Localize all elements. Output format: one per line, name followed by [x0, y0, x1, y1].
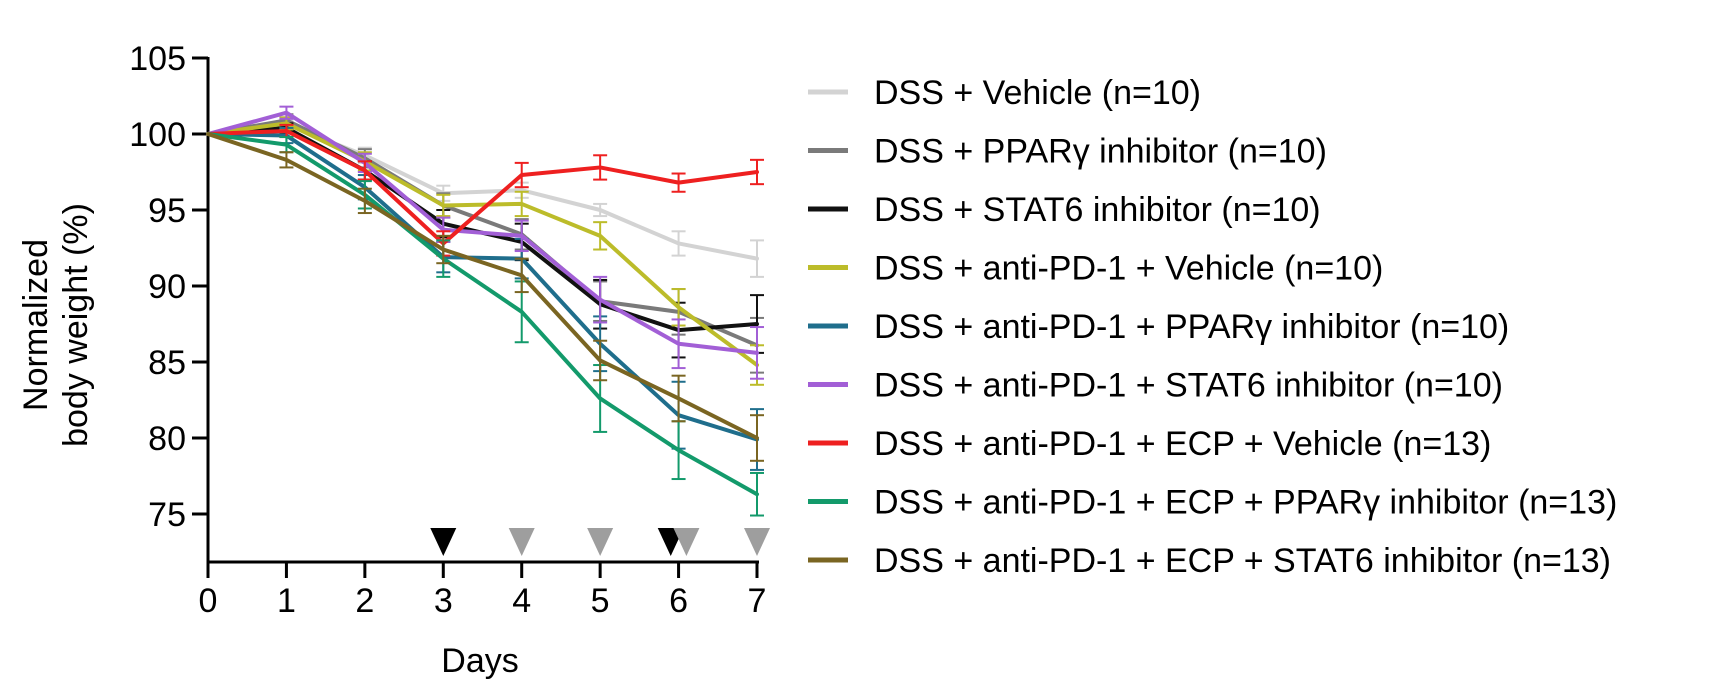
- dose-marker-triangle: [587, 528, 614, 556]
- plot-area: [206, 105, 764, 517]
- y-tick-label: 105: [129, 40, 186, 78]
- x-tick-label: 2: [355, 582, 374, 620]
- legend: DSS + Vehicle (n=10) DSS + PPARγ inhibito…: [808, 74, 1617, 580]
- x-tick-label: 3: [434, 582, 453, 620]
- y-tick-label: 90: [148, 268, 186, 306]
- series-3: [206, 122, 764, 359]
- series-7: [206, 123, 764, 257]
- legend-label: DSS + anti-PD-1 + ECP + PPARγ inhibitor …: [874, 484, 1617, 522]
- axes: 75 80 85 90 95 100 105 0 1 2 3 4 5 6 7: [129, 40, 766, 620]
- series-9: [206, 132, 764, 462]
- x-axis-title: Days: [441, 642, 518, 680]
- y-tick-label: 75: [148, 496, 186, 534]
- legend-label: DSS + PPARγ inhibitor (n=10): [874, 133, 1327, 171]
- x-tick-label: 7: [748, 582, 767, 620]
- series-line: [206, 132, 759, 442]
- series-line: [206, 132, 759, 440]
- y-tick-label: 95: [148, 192, 186, 230]
- series-line: [206, 118, 759, 348]
- legend-label: DSS + STAT6 inhibitor (n=10): [874, 191, 1321, 229]
- legend-label: DSS + anti-PD-1 + PPARγ inhibitor (n=10): [874, 308, 1509, 346]
- series-line: [206, 110, 759, 355]
- series-6: [206, 105, 764, 380]
- x-tick-label: 0: [199, 582, 218, 620]
- dose-marker-triangle: [508, 528, 535, 556]
- y-axis-title-line-2: body weight (%): [57, 203, 95, 447]
- x-tick-label: 6: [669, 582, 688, 620]
- legend-label: DSS + anti-PD-1 + Vehicle (n=10): [874, 250, 1383, 288]
- x-tick-label: 5: [591, 582, 610, 620]
- series-5: [206, 126, 764, 471]
- legend-label: DSS + anti-PD-1 + ECP + STAT6 inhibitor …: [874, 542, 1611, 580]
- y-tick-label: 80: [148, 420, 186, 458]
- legend-label: DSS + anti-PD-1 + STAT6 inhibitor (n=10): [874, 367, 1503, 405]
- series-line: [206, 132, 759, 497]
- series-line: [206, 125, 759, 333]
- x-tick-label: 4: [512, 582, 531, 620]
- legend-label: DSS + anti-PD-1 + ECP + Vehicle (n=13): [874, 425, 1491, 463]
- dose-marker-triangle: [744, 528, 770, 556]
- y-tick-label: 85: [148, 344, 186, 382]
- legend-label: DSS + Vehicle (n=10): [874, 74, 1201, 112]
- y-axis-title: Normalized body weight (%): [17, 203, 95, 447]
- series-line: [206, 128, 759, 246]
- dose-marker-triangle: [673, 528, 700, 556]
- x-tick-label: 1: [277, 582, 296, 620]
- y-tick-label: 100: [129, 116, 186, 154]
- dose-marker-triangle: [430, 528, 457, 556]
- series-line: [206, 121, 759, 368]
- dose-markers: [430, 528, 770, 556]
- y-axis-title-line-1: Normalized: [17, 239, 55, 411]
